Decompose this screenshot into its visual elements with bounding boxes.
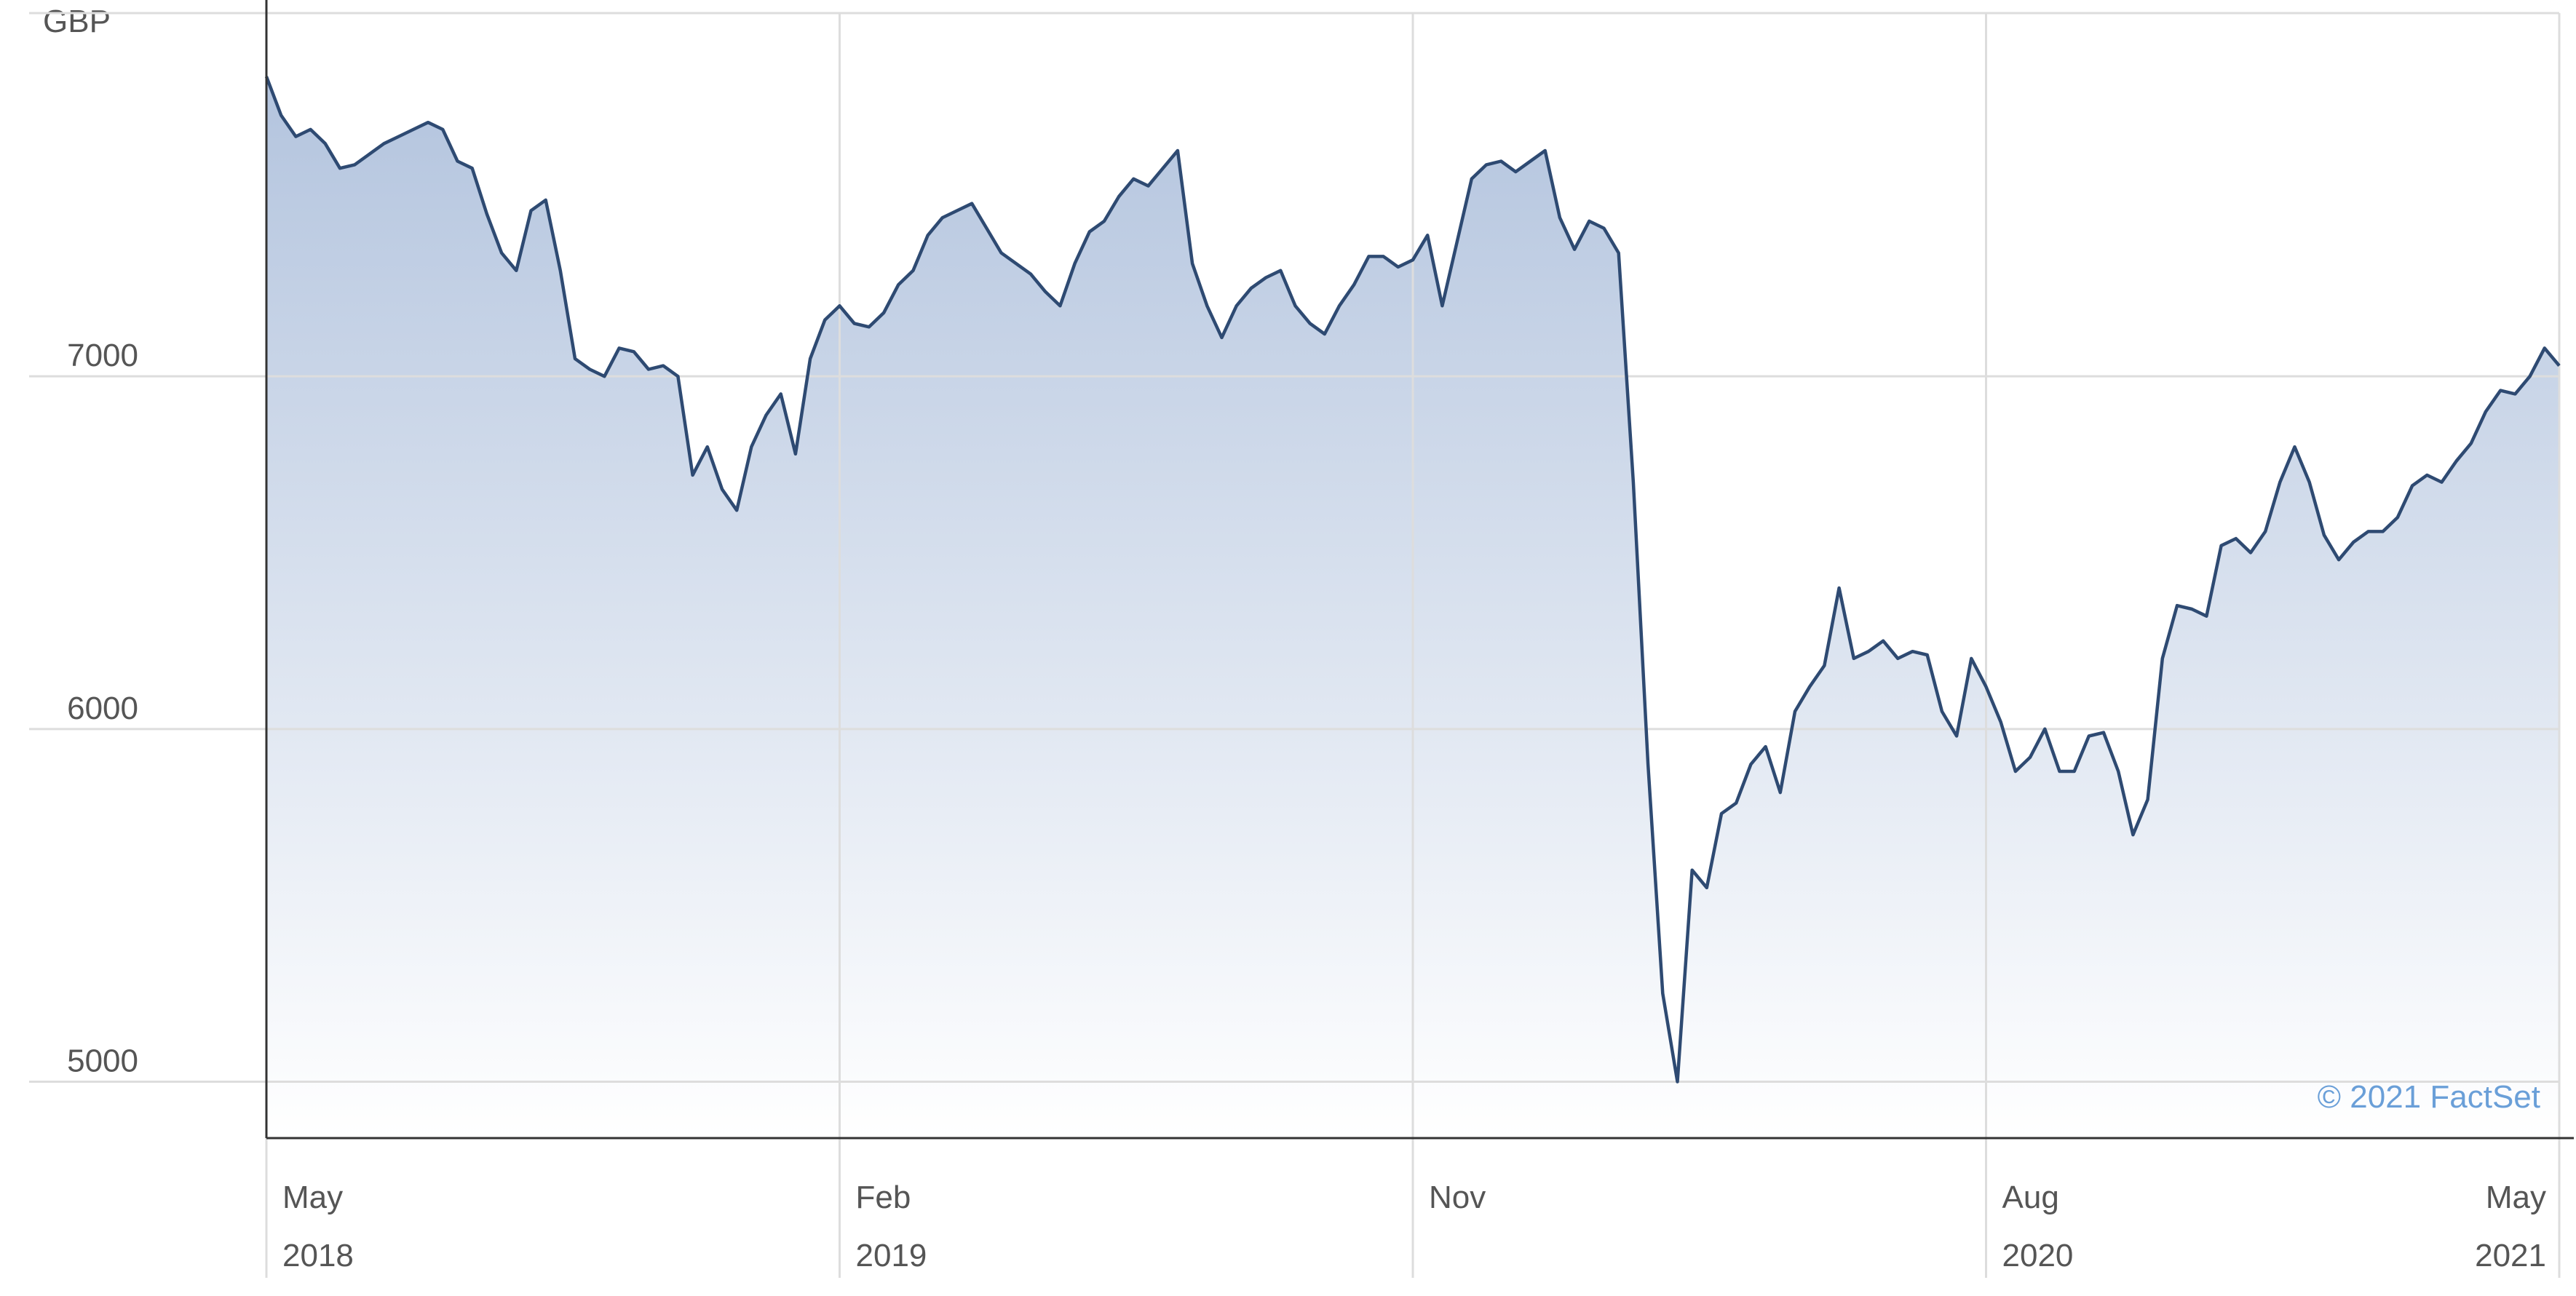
y-unit: GBP	[43, 4, 111, 39]
x-tick-label: Feb	[856, 1180, 911, 1215]
y-tick-label: 5000	[67, 1043, 138, 1078]
x-tick-label: 2019	[856, 1238, 927, 1273]
x-tick-label: May	[282, 1180, 343, 1215]
x-tick-label: Nov	[1429, 1180, 1486, 1215]
x-tick-label: 2020	[2002, 1238, 2074, 1273]
y-tick-label: 6000	[67, 691, 138, 726]
x-tick-label: 2021	[2475, 1238, 2546, 1273]
x-tick-label: 2018	[282, 1238, 354, 1273]
credit: © 2021 FactSet	[2318, 1079, 2540, 1115]
x-tick-label: Aug	[2002, 1180, 2059, 1215]
y-tick-label: 7000	[67, 338, 138, 373]
x-tick-label: May	[2486, 1180, 2546, 1215]
line	[264, 76, 2561, 1084]
